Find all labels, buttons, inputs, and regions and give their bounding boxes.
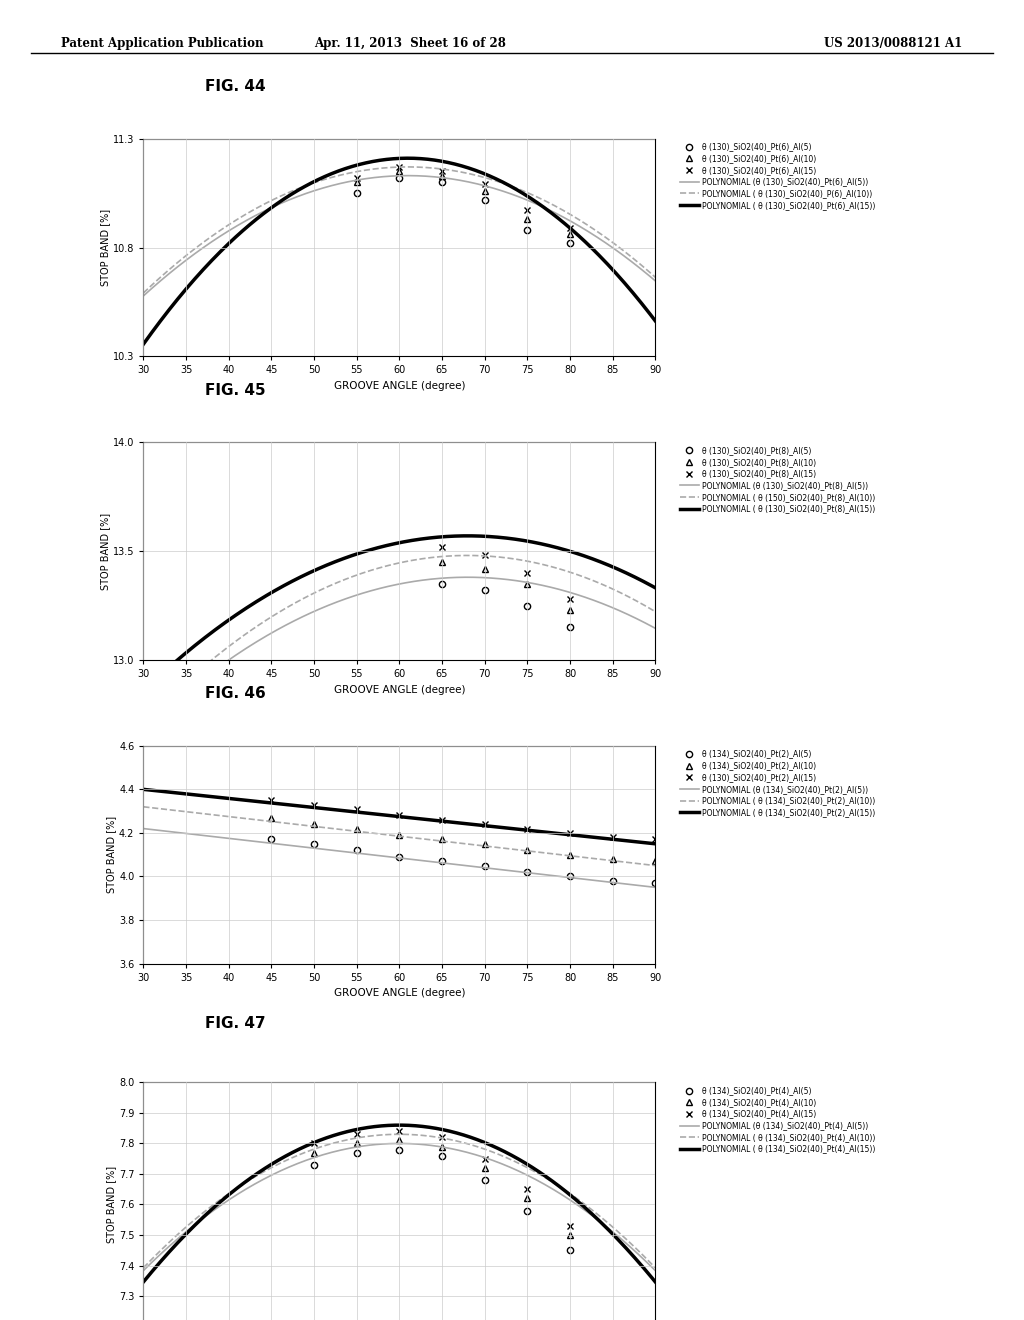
X-axis label: GROOVE ANGLE (degree): GROOVE ANGLE (degree): [334, 989, 465, 998]
Y-axis label: STOP BAND [%]: STOP BAND [%]: [106, 1166, 116, 1243]
Legend: θ (134)_SiO2(40)_Pt(4)_Al(5), θ (134)_SiO2(40)_Pt(4)_Al(10), θ (134)_SiO2(40)_Pt: θ (134)_SiO2(40)_Pt(4)_Al(5), θ (134)_Si…: [680, 1086, 876, 1154]
Text: FIG. 44: FIG. 44: [205, 79, 265, 94]
Text: Apr. 11, 2013  Sheet 16 of 28: Apr. 11, 2013 Sheet 16 of 28: [313, 37, 506, 50]
Text: FIG. 46: FIG. 46: [205, 686, 265, 701]
Legend: θ (130)_SiO2(40)_Pt(8)_Al(5), θ (130)_SiO2(40)_Pt(8)_Al(10), θ (130)_SiO2(40)_Pt: θ (130)_SiO2(40)_Pt(8)_Al(5), θ (130)_Si…: [680, 446, 876, 513]
Text: FIG. 45: FIG. 45: [205, 383, 265, 397]
Y-axis label: STOP BAND [%]: STOP BAND [%]: [100, 209, 111, 286]
Text: FIG. 47: FIG. 47: [205, 1016, 265, 1031]
Y-axis label: STOP BAND [%]: STOP BAND [%]: [100, 512, 110, 590]
X-axis label: GROOVE ANGLE (degree): GROOVE ANGLE (degree): [334, 685, 465, 694]
Text: US 2013/0088121 A1: US 2013/0088121 A1: [824, 37, 963, 50]
X-axis label: GROOVE ANGLE (degree): GROOVE ANGLE (degree): [334, 381, 465, 391]
Legend: θ (130)_SiO2(40)_Pt(6)_Al(5), θ (130)_SiO2(40)_Pt(6)_Al(10), θ (130)_SiO2(40)_Pt: θ (130)_SiO2(40)_Pt(6)_Al(5), θ (130)_Si…: [680, 143, 876, 210]
Y-axis label: STOP BAND [%]: STOP BAND [%]: [106, 816, 116, 894]
Text: Patent Application Publication: Patent Application Publication: [61, 37, 264, 50]
Legend: θ (134)_SiO2(40)_Pt(2)_Al(5), θ (134)_SiO2(40)_Pt(2)_Al(10), θ (130)_SiO2(40)_Pt: θ (134)_SiO2(40)_Pt(2)_Al(5), θ (134)_Si…: [680, 750, 876, 817]
